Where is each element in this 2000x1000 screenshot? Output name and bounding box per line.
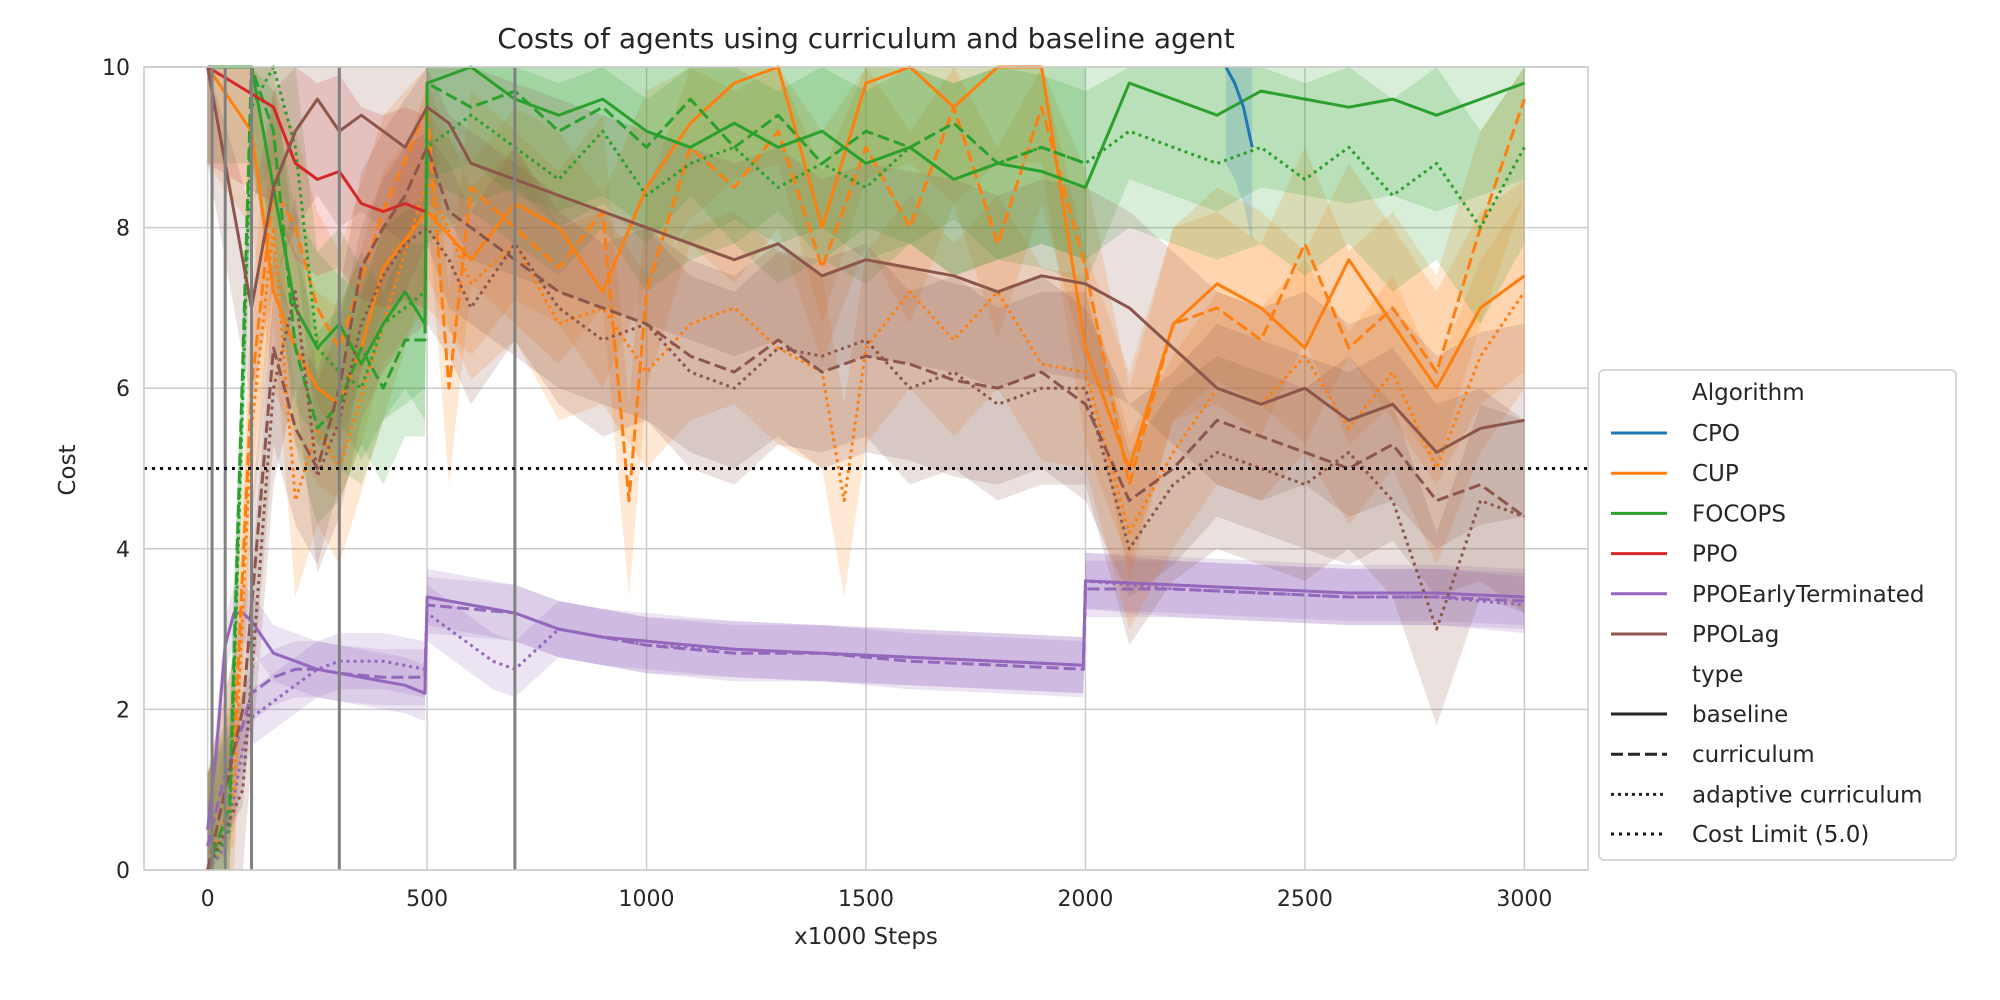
series-ppoearlyterminated-adaptive-curriculum (206, 579, 1525, 871)
legend-limit-label: Cost Limit (5.0) (1692, 822, 1869, 848)
legend-algorithm-entries: CPO CUP FOCOPS PPO PPOEarlyTerminated PPOLag (1611, 421, 1925, 648)
legend-label-cpo: CPO (1692, 421, 1740, 447)
x-tick-label: 2500 (1277, 887, 1333, 912)
legend-type-entries: baseline curriculum adaptive curriculum (1611, 702, 1923, 808)
x-tick-label: 500 (406, 887, 448, 912)
band-focops-baseline (207, 67, 1525, 461)
legend-frame (1598, 369, 1957, 861)
y-tick-label: 0 (116, 859, 130, 884)
y-tick-label: 10 (102, 56, 130, 81)
legend-label-cup: CUP (1692, 461, 1739, 487)
series-layer (206, 65, 1526, 871)
y-tick-label: 8 (116, 217, 130, 242)
legend-label-focops: FOCOPS (1692, 501, 1786, 527)
y-tick-label: 4 (116, 538, 130, 563)
axis-layer: 0 500 1000 1500 2000 2500 3000 0 2 4 6 8 10 (102, 56, 1589, 912)
series-cup-curriculum (206, 98, 1526, 871)
band-ppolag-curriculum (207, 67, 1525, 870)
band-cup-adaptive-curriculum (207, 83, 1525, 871)
series-ppolag-adaptive-curriculum (206, 226, 1525, 871)
plot-frame (143, 66, 1589, 871)
x-tick-label: 3000 (1496, 887, 1552, 912)
x-tick-label: 0 (201, 887, 215, 912)
confidence-bands (207, 67, 1525, 871)
legend-title-algorithm: Algorithm (1692, 380, 1805, 406)
y-tick-label: 6 (116, 377, 130, 402)
y-tick-label: 2 (116, 698, 130, 723)
series-ppoearlyterminated-curriculum (206, 587, 1525, 847)
band-ppoearlyterminated-baseline (207, 552, 1525, 858)
series-cpo-baseline (1224, 66, 1254, 148)
legend-label-adaptive-curriculum: adaptive curriculum (1692, 782, 1923, 808)
legend-label-ppoearlyterminated: PPOEarlyTerminated (1692, 582, 1925, 608)
legend-label-baseline: baseline (1692, 702, 1788, 728)
x-tick-label: 2000 (1057, 887, 1113, 912)
y-axis-label: Cost (55, 444, 81, 495)
legend-label-ppo: PPO (1692, 542, 1738, 568)
legend-title-type: type (1692, 662, 1743, 688)
band-ppolag-adaptive-curriculum (207, 131, 1525, 870)
x-tick-label: 1500 (838, 887, 894, 912)
band-ppoearlyterminated-adaptive-curriculum (207, 552, 1525, 870)
series-ppolag-baseline (206, 66, 1525, 454)
band-ppoearlyterminated-curriculum (207, 560, 1525, 870)
x-axis-label: x1000 Steps (794, 924, 938, 950)
band-cup-curriculum (207, 67, 1525, 870)
chart-title: Costs of agents using curriculum and bas… (497, 22, 1234, 55)
legend-label-curriculum: curriculum (1692, 742, 1815, 768)
band-cup-baseline (207, 67, 1525, 565)
band-focops-adaptive-curriculum (207, 67, 1525, 870)
x-tick-label: 1000 (619, 887, 675, 912)
series-ppolag-curriculum (206, 145, 1526, 871)
legend-label-ppolag: PPOLag (1692, 622, 1779, 648)
legend: Algorithm CPO CUP FOCOPS PPO PPOEarlyTermina… (1598, 369, 1957, 861)
series-cup-baseline (206, 65, 1526, 470)
